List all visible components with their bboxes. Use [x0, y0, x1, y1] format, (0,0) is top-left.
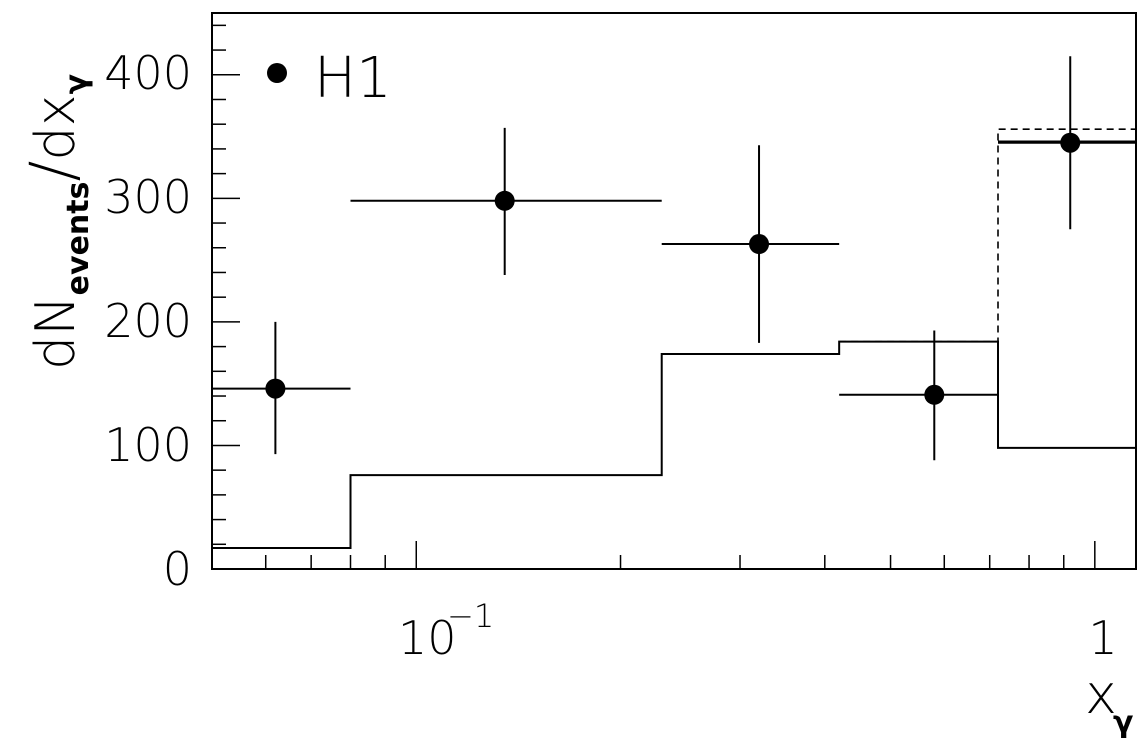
x-tick-label-exponent: −1	[447, 597, 494, 635]
x-tick-label-base: 10	[398, 611, 457, 665]
y-axis-label-dn: dN	[24, 295, 87, 370]
marker-3	[924, 384, 945, 405]
y-tick-label-300: 300	[104, 170, 192, 224]
data-point-4	[998, 56, 1136, 230]
legend: H1	[267, 46, 392, 111]
marker-0	[265, 378, 286, 399]
y-axis-label-dx: dx	[24, 94, 87, 160]
y-axis-label-sub-gamma: γ	[59, 74, 94, 94]
ticks	[211, 24, 1096, 570]
histograms	[212, 128, 1136, 549]
data-point-2	[661, 145, 840, 343]
histogram-2	[839, 128, 1136, 343]
x-axis-label: x γ	[1085, 663, 1133, 738]
x-axis-label-main: x	[1085, 663, 1117, 726]
y-axis-label-sub-events: events	[61, 182, 96, 296]
y-tick-label-400: 400	[104, 46, 192, 100]
data-point-3	[839, 330, 999, 461]
data-point-0	[212, 321, 351, 455]
x-tick-label-1: 1	[1088, 611, 1117, 665]
x-tick-label-0.1: 10 −1	[398, 597, 494, 665]
y-tick-label-200: 200	[104, 294, 192, 348]
y-axis-label: dNevents/dxγ	[16, 74, 96, 370]
marker-1	[494, 190, 515, 211]
x-axis-label-subscript: γ	[1113, 705, 1133, 738]
y-tick-label-0: 0	[163, 542, 192, 596]
y-tick-labels: 0 100 200 300 400	[104, 46, 192, 596]
histogram-1	[212, 340, 1136, 549]
marker-4	[1060, 132, 1081, 153]
data-points	[212, 56, 1136, 461]
plot-frame	[211, 12, 1137, 570]
svg-text:dNevents/dxγ: dNevents/dxγ	[16, 74, 96, 370]
legend-label: H1	[314, 46, 392, 111]
data-point-1	[350, 127, 662, 275]
marker-2	[749, 234, 770, 255]
y-tick-label-100: 100	[104, 418, 192, 472]
legend-marker	[267, 63, 287, 83]
y-axis-label-slash: /	[16, 161, 89, 182]
